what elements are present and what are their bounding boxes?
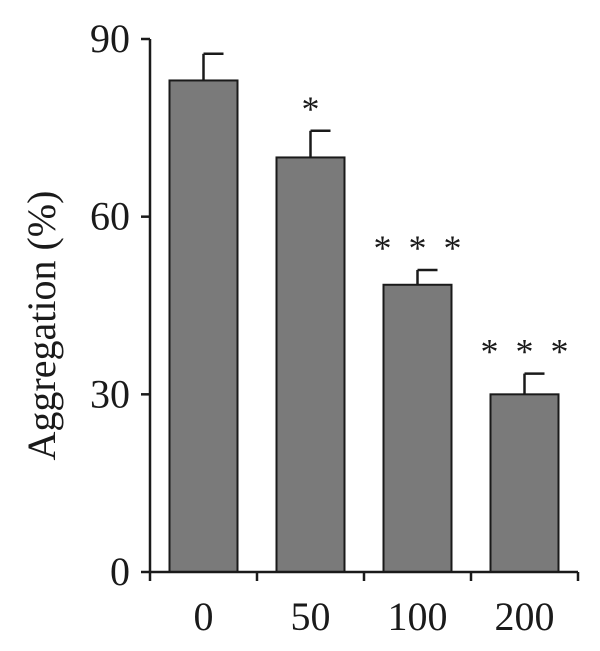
y-tick-label: 60 [90,194,130,239]
y-tick-label: 0 [110,549,130,594]
significance-marker: * * * [374,228,466,268]
bars: * * * * * * * [168,52,573,574]
y-axis-title: Aggregation (%) [19,191,64,461]
x-tick-label: 50 [291,594,331,639]
y-tick-label: 90 [90,16,130,61]
x-axis-ticks: 0 50 100 200 [148,572,580,639]
x-tick-label: 200 [495,594,555,639]
bar [489,393,560,574]
y-tick-label: 30 [90,371,130,416]
bar [168,79,239,573]
bar [382,283,453,573]
bar [275,156,346,573]
x-tick-label: 100 [388,594,448,639]
y-axis-ticks: 0 30 60 90 [90,16,150,594]
x-tick-label: 0 [194,594,214,639]
significance-marker: * [302,89,324,129]
significance-marker: * * * [481,332,573,372]
